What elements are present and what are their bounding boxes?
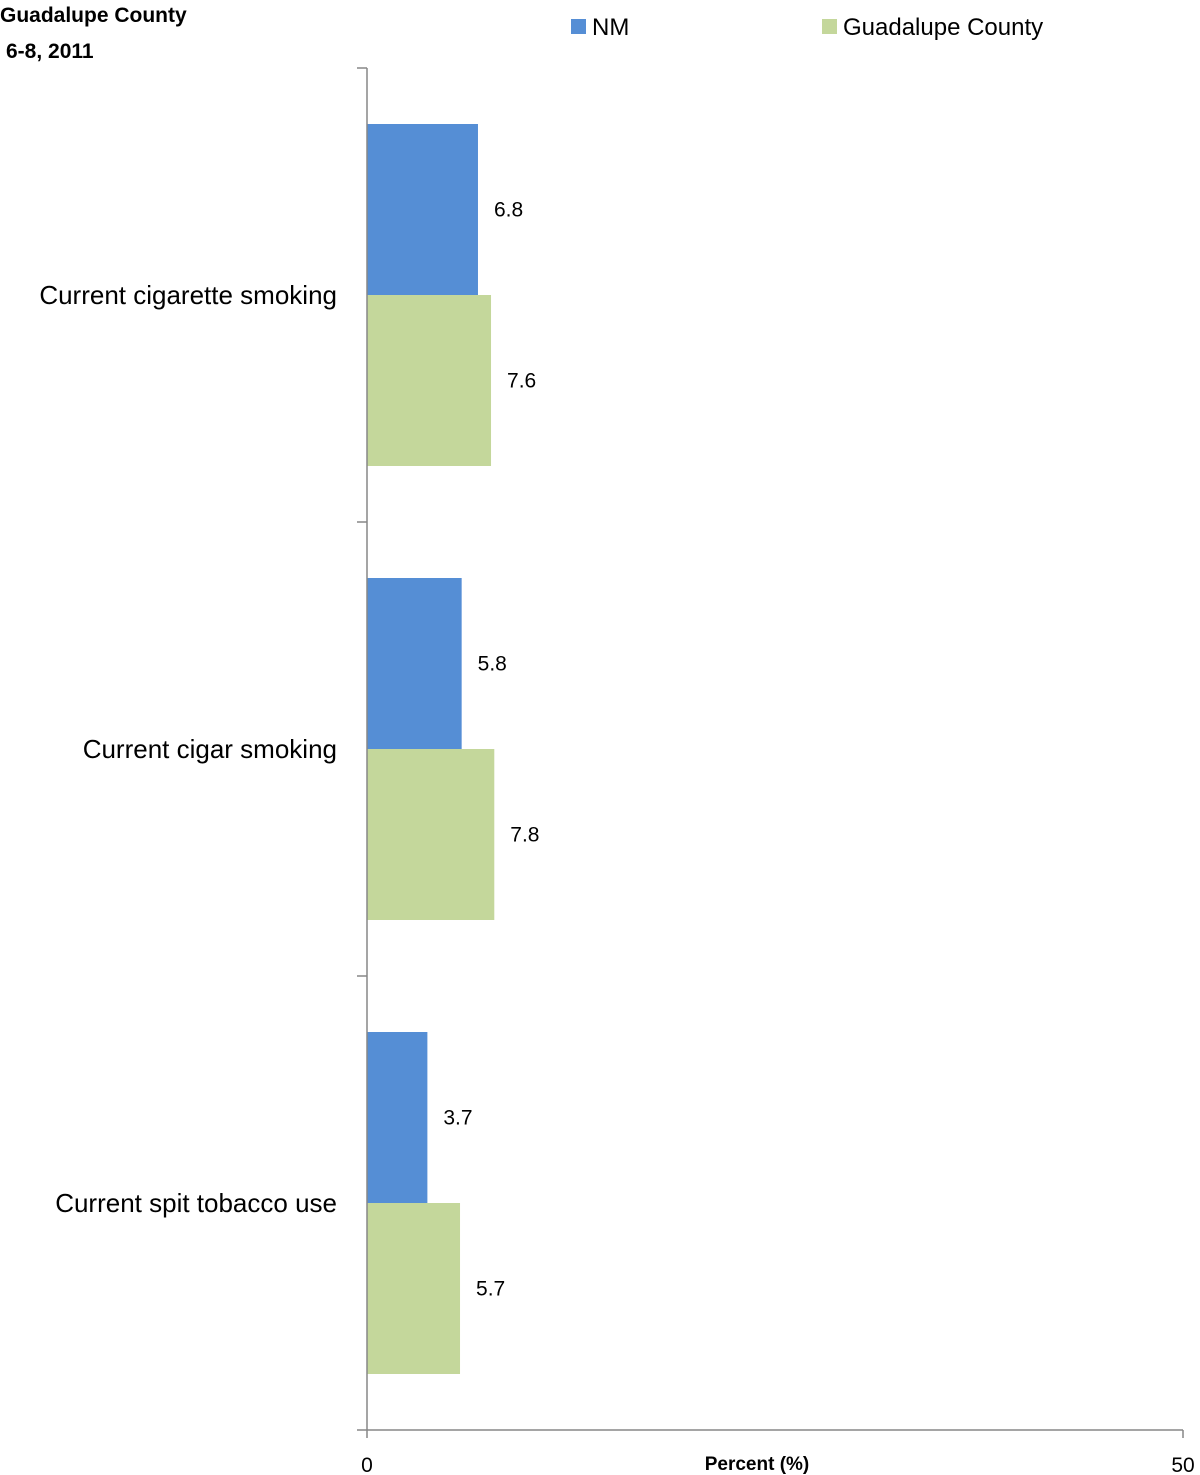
data-label: 5.7 — [476, 1278, 505, 1301]
data-label: 7.8 — [510, 824, 539, 847]
chart-title-line-2: 6-8, 2011 — [6, 40, 94, 63]
legend-label: NM — [592, 14, 629, 41]
data-label: 3.7 — [443, 1107, 472, 1130]
legend-swatch — [822, 19, 837, 34]
category-label: Current cigar smoking — [83, 734, 337, 764]
bar-nm-3 — [367, 1032, 428, 1203]
bar-guadalupe-1 — [367, 295, 492, 466]
bar-guadalupe-2 — [367, 749, 495, 920]
bars-group: 6.8 7.6 Current cigarette smoking 5.8 7.8 Cur… — [39, 124, 539, 1374]
data-label: 7.6 — [507, 370, 536, 393]
category-label: Current spit tobacco use — [55, 1188, 337, 1218]
bar-nm-2 — [367, 578, 462, 749]
axes: 0 50 Percent (%) — [357, 67, 1195, 1475]
x-tick-label: 50 — [1171, 1454, 1194, 1475]
category-label: Current cigarette smoking — [39, 280, 337, 310]
data-label: 5.8 — [478, 653, 507, 676]
data-label: 6.8 — [494, 199, 523, 222]
bar-guadalupe-3 — [367, 1203, 461, 1374]
x-tick-label: 0 — [361, 1454, 373, 1475]
x-axis-title: Percent (%) — [705, 1454, 810, 1475]
legend: NM Guadalupe County — [571, 14, 1043, 41]
bar-nm-1 — [367, 124, 478, 295]
chart-title-line-1: Guadalupe County — [0, 4, 187, 27]
legend-swatch — [571, 19, 586, 34]
legend-label: Guadalupe County — [843, 14, 1043, 41]
